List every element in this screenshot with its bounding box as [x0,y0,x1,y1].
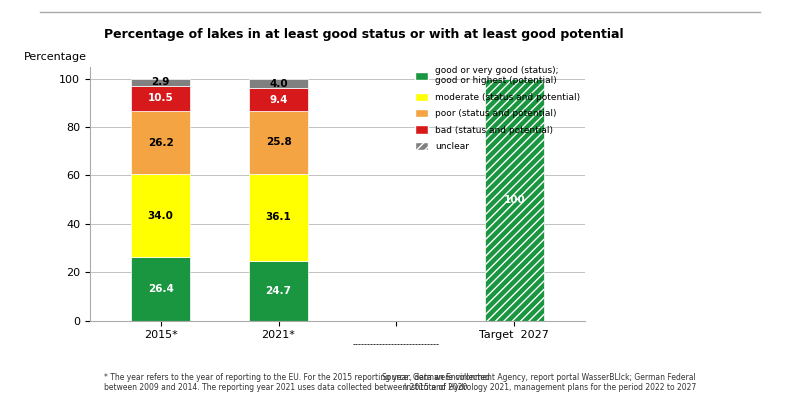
Legend: good or very good (status);
good or highest (potential), moderate (status and po: good or very good (status); good or high… [414,66,581,151]
Text: 4.0: 4.0 [269,78,288,88]
Text: 2.9: 2.9 [151,77,170,87]
Bar [131,257,190,320]
Bar [249,111,308,174]
Text: 26.4: 26.4 [148,284,174,294]
Text: Percentage of lakes in at least good status or with at least good potential: Percentage of lakes in at least good sta… [104,28,624,41]
Text: Source: German Environment Agency, report portal WasserBLIck; German Federal
Ins: Source: German Environment Agency, repor… [382,373,696,392]
Text: -----------------------------: ----------------------------- [353,340,440,349]
Text: 36.1: 36.1 [266,212,291,222]
Text: * The year refers to the year of reporting to the EU. For the 2015 reporting yea: * The year refers to the year of reporti… [104,373,490,392]
Bar [131,111,190,174]
Bar [131,86,190,111]
Bar [131,174,190,257]
Text: 10.5: 10.5 [148,94,174,104]
Bar [249,174,308,261]
Text: 34.0: 34.0 [148,210,174,220]
Text: 9.4: 9.4 [270,95,288,105]
Bar [131,79,190,86]
Bar [249,88,308,111]
Bar [485,79,544,320]
Bar [249,261,308,320]
Text: 100: 100 [503,195,525,205]
Text: 26.2: 26.2 [148,138,174,148]
Bar [249,79,308,88]
Text: 25.8: 25.8 [266,137,291,147]
Y-axis label: Percentage: Percentage [24,52,86,62]
Text: 24.7: 24.7 [266,286,291,296]
